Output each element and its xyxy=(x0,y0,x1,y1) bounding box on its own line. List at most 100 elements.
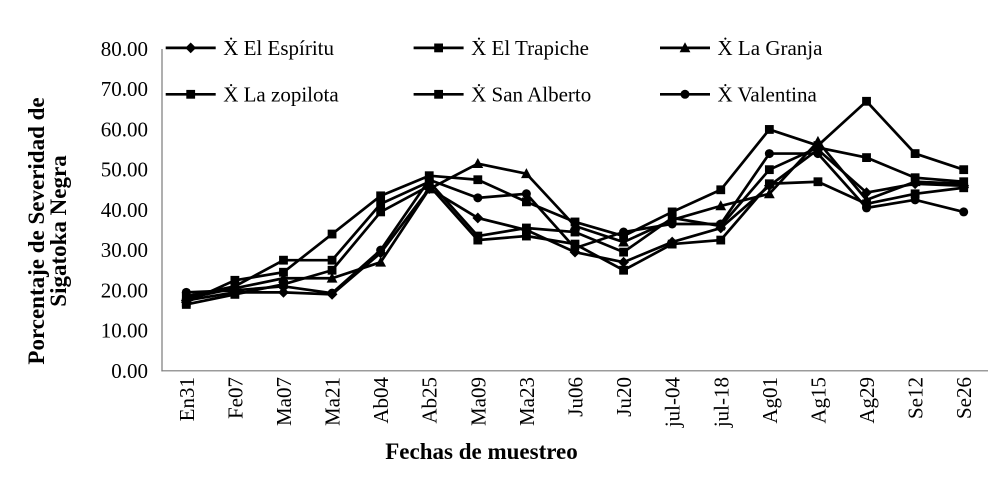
circle-marker xyxy=(376,245,386,255)
circle-marker xyxy=(278,281,288,291)
legend-label: Ẋ La Granja xyxy=(718,36,824,60)
y-tick-label: 0.00 xyxy=(111,359,148,383)
x-tick-label: Ab25 xyxy=(418,377,442,424)
square-marker xyxy=(473,235,483,245)
x-tick-label: Se12 xyxy=(904,377,928,419)
triangle-marker xyxy=(715,200,727,211)
x-tick-label: Ju20 xyxy=(612,377,636,417)
legend-square-marker xyxy=(186,89,196,99)
x-axis-title: Fechas de muestreo xyxy=(385,439,577,464)
circle-marker xyxy=(764,149,774,159)
square-marker xyxy=(667,207,677,217)
x-tick-label: Se26 xyxy=(952,377,976,419)
circle-marker xyxy=(521,189,531,199)
square-marker xyxy=(959,183,969,193)
square-marker xyxy=(862,96,871,106)
square-marker xyxy=(376,207,386,217)
triangle-marker xyxy=(326,272,338,283)
square-marker xyxy=(570,227,580,237)
triangle-marker xyxy=(618,236,629,247)
x-tick-label: Ab04 xyxy=(369,377,393,424)
circle-marker xyxy=(619,227,629,237)
square-marker xyxy=(522,197,531,207)
y-tick-label: 80.00 xyxy=(101,37,148,61)
x-tick-label: Ag15 xyxy=(806,377,830,424)
square-marker xyxy=(473,175,483,185)
square-marker xyxy=(181,300,191,309)
legend-item: Ẋ El Trapiche xyxy=(413,36,589,60)
circle-marker xyxy=(959,207,969,217)
square-marker xyxy=(764,125,774,134)
square-marker xyxy=(716,235,726,245)
triangle-marker xyxy=(375,256,387,267)
circle-marker xyxy=(181,287,191,297)
x-tick-label: Fe07 xyxy=(223,377,247,419)
square-marker xyxy=(619,265,628,275)
legend-triangle-marker xyxy=(679,42,691,53)
square-marker xyxy=(813,141,823,150)
circle-marker xyxy=(667,219,677,229)
square-marker xyxy=(619,247,628,257)
y-axis-title-line-1: Porcentaje de Severidad de xyxy=(24,97,49,364)
square-marker xyxy=(522,231,531,241)
square-marker xyxy=(910,189,920,199)
square-marker xyxy=(376,199,386,209)
x-tick-label: jul-18 xyxy=(709,377,733,428)
square-marker xyxy=(910,149,920,158)
circle-marker xyxy=(570,243,580,253)
square-marker xyxy=(764,179,774,189)
x-tick-label: Ma09 xyxy=(466,377,490,426)
legend-item: Ẋ El Espíritu xyxy=(165,36,335,60)
series-6 xyxy=(181,149,969,298)
square-marker xyxy=(813,177,823,187)
square-marker xyxy=(327,229,337,239)
series-4 xyxy=(181,96,969,307)
x-tick-label: Ag01 xyxy=(758,377,782,424)
series-line xyxy=(185,99,965,304)
legend-item: Ẋ La Granja xyxy=(660,36,823,60)
circle-marker xyxy=(910,195,920,205)
square-marker xyxy=(862,153,871,163)
square-marker xyxy=(327,265,337,275)
y-tick-label: 40.00 xyxy=(101,198,148,222)
circle-marker xyxy=(424,175,434,185)
x-tick-labels: En31 Fe07 Ma07 Ma21 Ab04 Ab25 Ma09 Ma23 Ju06 Ju20… xyxy=(175,377,976,429)
circle-marker xyxy=(230,285,240,295)
x-tick-label: Ma07 xyxy=(272,377,296,426)
legend-item: Ẋ San Alberto xyxy=(413,82,591,106)
y-tick-label: 30.00 xyxy=(101,238,148,262)
square-marker xyxy=(279,255,288,265)
square-marker xyxy=(424,181,434,191)
square-marker xyxy=(327,255,337,265)
y-tick-label: 20.00 xyxy=(101,278,148,302)
x-tick-label: Ma21 xyxy=(321,377,345,426)
square-marker xyxy=(667,239,677,249)
legend-label: Ẋ San Alberto xyxy=(471,82,591,106)
legend-circle-marker xyxy=(680,89,690,99)
diamond-marker xyxy=(472,212,484,224)
square-marker xyxy=(522,223,531,233)
circle-marker xyxy=(716,219,726,229)
circle-marker xyxy=(473,193,483,203)
x-tick-label: jul-04 xyxy=(661,377,685,429)
legend-label: Ẋ El Espíritu xyxy=(223,36,334,60)
diamond-marker xyxy=(618,256,629,268)
legend-label: Ẋ Valentina xyxy=(718,82,818,106)
y-tick-label: 10.00 xyxy=(101,319,148,343)
square-marker xyxy=(959,165,969,175)
x-tick-label: En31 xyxy=(175,377,199,421)
y-tick-label: 50.00 xyxy=(101,158,148,182)
square-marker xyxy=(230,275,240,285)
square-marker xyxy=(716,185,726,195)
y-tick-labels: 0.00 10.00 20.00 30.00 40.00 50.00 60.00 70.00 8… xyxy=(101,37,148,383)
triangle-marker xyxy=(472,158,484,169)
square-marker xyxy=(570,217,580,227)
square-marker xyxy=(279,267,288,277)
circle-marker xyxy=(327,288,337,298)
x-tick-label: Ag29 xyxy=(855,377,879,424)
axes xyxy=(161,49,988,372)
x-tick-label: Ju06 xyxy=(564,377,588,417)
triangle-marker xyxy=(763,188,775,199)
